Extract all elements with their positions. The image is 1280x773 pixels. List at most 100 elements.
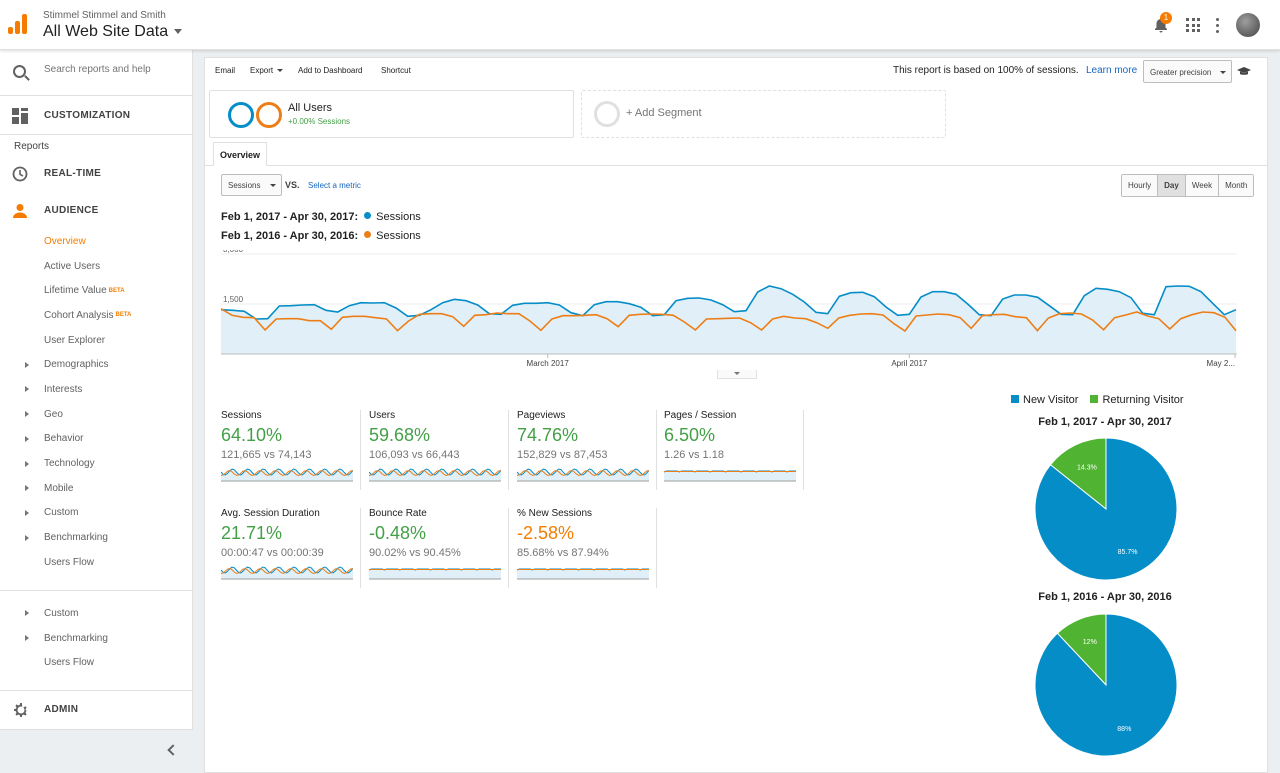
sidebar-item-label: Users Flow — [44, 556, 95, 568]
pie-slice-new-visitor[interactable] — [1034, 437, 1178, 581]
sparkline — [517, 568, 649, 580]
sidebar-item-interests[interactable]: Interests — [0, 377, 193, 402]
granularity-hourly-button[interactable]: Hourly — [1122, 175, 1159, 196]
legend-item-new[interactable]: New Visitor — [1011, 394, 1078, 406]
precision-select[interactable]: Greater precision — [1143, 60, 1232, 83]
learn-more-link[interactable]: Learn more — [1086, 65, 1138, 76]
sparkline — [517, 468, 649, 482]
scorecard-users[interactable]: Users 59.68% 106,093 vs 66,443 — [369, 410, 509, 490]
extra-submenu: Custom Benchmarking Users Flow — [0, 601, 193, 675]
sidebar-item-users-flow[interactable]: Users Flow — [0, 650, 193, 675]
sidebar-item-benchmarking[interactable]: Benchmarking — [0, 525, 193, 550]
sidebar-item-label: Technology — [44, 458, 95, 470]
scorecard-pages-session[interactable]: Pages / Session 6.50% 1.26 vs 1.18 — [664, 410, 804, 490]
sidebar-item-cohort-analysis[interactable]: Cohort Analysis BETA — [0, 303, 193, 328]
divider — [0, 134, 193, 135]
sidebar-item-audience[interactable]: AUDIENCE — [0, 192, 193, 229]
add-segment-button[interactable]: + Add Segment — [581, 90, 946, 138]
sidebar-item-behavior[interactable]: Behavior — [0, 427, 193, 452]
sidebar-item-label: CUSTOMIZATION — [44, 110, 131, 121]
select-metric-link[interactable]: Select a metric — [308, 181, 361, 190]
segment-ring-icon — [256, 102, 282, 128]
sidebar-item-custom[interactable]: Custom — [0, 601, 193, 626]
beta-badge: BETA — [115, 312, 132, 319]
pie-slice-label: 12% — [1083, 639, 1097, 646]
y-tick-label: 3,000 — [223, 250, 244, 254]
email-button[interactable]: Email — [215, 66, 236, 75]
sparkline-current — [369, 468, 501, 476]
sidebar-item-active-users[interactable]: Active Users — [0, 254, 193, 279]
sidebar-item-benchmarking[interactable]: Benchmarking — [0, 626, 193, 651]
tab-overview[interactable]: Overview — [213, 142, 268, 166]
segment-subtitle: +0.00% Sessions — [288, 117, 351, 126]
pie-slice-new-visitor[interactable] — [1034, 613, 1178, 757]
property-selector[interactable]: All Web Site Data — [43, 23, 183, 41]
scorecard-avg-session-duration[interactable]: Avg. Session Duration 21.71% 00:00:47 vs 0… — [221, 508, 361, 588]
pie-slice-label: 88% — [1117, 726, 1131, 733]
sidebar-item-label: Interests — [44, 383, 83, 395]
sidebar-item-demographics[interactable]: Demographics — [0, 352, 193, 377]
sidebar-item-label: Cohort Analysis — [44, 309, 114, 321]
legend-swatch — [1011, 395, 1019, 403]
legend-metric: Sessions — [376, 211, 421, 223]
notifications-button[interactable]: 1 — [1154, 12, 1172, 34]
scorecard-bounce-rate[interactable]: Bounce Rate -0.48% 90.02% vs 90.45% — [369, 508, 509, 588]
series-line-current — [221, 285, 1237, 320]
sidebar-item-users-flow[interactable]: Users Flow — [0, 550, 193, 575]
pie-slice-returning-visitor[interactable] — [1049, 437, 1107, 511]
scorecard-pageviews[interactable]: Pageviews 74.76% 152,829 vs 87,453 — [517, 410, 657, 490]
sidebar-item-customization[interactable]: CUSTOMIZATION — [0, 97, 193, 134]
legend-dot — [364, 212, 372, 219]
sidebar-item-technology[interactable]: Technology — [0, 451, 193, 476]
pie-chart-2017[interactable]: 14.3% 85.7% — [1034, 437, 1178, 581]
chevron-right-icon — [25, 361, 29, 368]
dashboard-grid-icon — [12, 108, 28, 124]
sidebar-item-geo[interactable]: Geo — [0, 402, 193, 427]
chevron-right-icon — [25, 509, 29, 516]
sidebar-item-user-explorer[interactable]: User Explorer — [0, 328, 193, 353]
legend-item-returning[interactable]: Returning Visitor — [1090, 394, 1184, 406]
legend-range: Feb 1, 2016 - Apr 30, 2016: — [221, 230, 359, 242]
reports-heading: Reports — [14, 141, 50, 152]
beta-badge: BETA — [108, 287, 125, 294]
graduation-cap-icon[interactable] — [1237, 67, 1251, 75]
sidebar-item-realtime[interactable]: REAL-TIME — [0, 155, 193, 192]
chevron-right-icon — [25, 485, 29, 492]
add-to-dashboard-button[interactable]: Add to Dashboard — [298, 66, 363, 75]
granularity-week-button[interactable]: Week — [1185, 175, 1220, 196]
apps-grid-icon[interactable] — [1186, 18, 1200, 32]
scorecard-values: 106,093 vs 66,443 — [369, 449, 460, 461]
metric-select[interactable]: Sessions — [221, 174, 282, 196]
sidebar-item-label: Custom — [44, 507, 79, 519]
pie-chart-2016[interactable]: 12% 88% — [1034, 613, 1178, 757]
pie-legend: New Visitor Returning Visitor — [1011, 394, 1184, 406]
granularity-day-button[interactable]: Day — [1158, 175, 1186, 196]
scorecard--new-sessions[interactable]: % New Sessions -2.58% 85.68% vs 87.94% — [517, 508, 657, 588]
sidebar-item-custom[interactable]: Custom — [0, 501, 193, 526]
chart-expand-handle[interactable] — [717, 370, 757, 379]
sessions-line-chart[interactable]: 3,000 1,500 March 2017 April 2017 May 2... — [221, 250, 1237, 380]
scorecard-sessions[interactable]: Sessions 64.10% 121,665 vs 74,143 — [221, 410, 361, 490]
sidebar-item-mobile[interactable]: Mobile — [0, 476, 193, 501]
sidebar-item-label: Benchmarking — [44, 632, 108, 644]
sidebar-item-lifetime-value[interactable]: Lifetime Value BETA — [0, 278, 193, 303]
segment-all-users[interactable]: All Users +0.00% Sessions — [209, 90, 574, 138]
collapse-sidebar-button[interactable] — [167, 744, 179, 756]
shortcut-button[interactable]: Shortcut — [381, 66, 411, 75]
scorecard-percent: 59.68% — [369, 425, 431, 445]
more-options-icon[interactable] — [1216, 17, 1220, 33]
account-name[interactable]: Stimmel Stimmel and Smith — [43, 10, 166, 21]
sparkline-previous — [369, 469, 501, 477]
sidebar-item-label: ADMIN — [44, 704, 79, 715]
scorecard-values: 1.26 vs 1.18 — [664, 449, 724, 461]
chevron-right-icon — [25, 635, 29, 642]
analytics-logo-icon[interactable] — [8, 14, 28, 34]
sidebar-item-admin[interactable]: ADMIN — [0, 691, 193, 728]
export-button[interactable]: Export — [250, 66, 284, 75]
sidebar-item-overview[interactable]: Overview — [0, 229, 193, 254]
granularity-month-button[interactable]: Month — [1219, 175, 1254, 196]
divider — [0, 690, 193, 691]
search-input[interactable] — [44, 64, 184, 75]
avatar[interactable] — [1236, 13, 1260, 37]
sidebar-footer — [0, 729, 193, 773]
